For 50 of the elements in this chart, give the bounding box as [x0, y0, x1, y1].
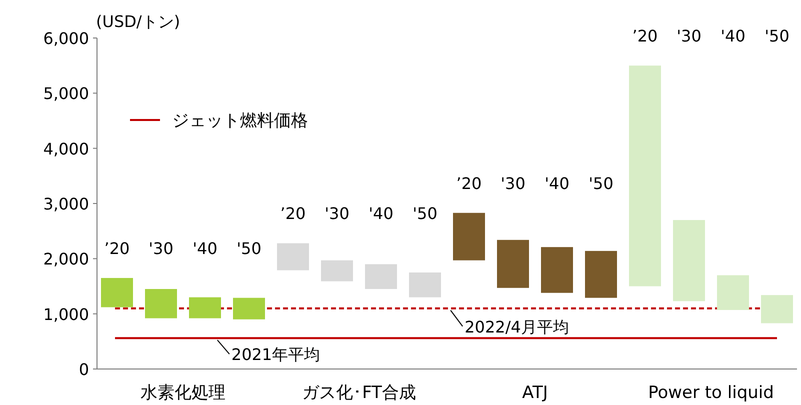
bar — [145, 289, 177, 318]
bar — [409, 272, 441, 298]
x-tick-label: '40 — [192, 238, 218, 258]
text: ATJ — [522, 383, 548, 403]
x-tick-label: '50 — [236, 238, 262, 258]
text: 水素化処理 — [140, 383, 226, 403]
y-tick-label: 2,000 — [43, 250, 89, 269]
bar — [321, 260, 353, 282]
y-tick-label: 3,000 — [43, 194, 89, 214]
y-tick-label: 0 — [78, 360, 89, 379]
bar — [453, 212, 485, 260]
x-tick-label: ’20 — [280, 204, 306, 224]
y-tick-label: 4,000 — [43, 139, 89, 158]
legend-title: ジェット燃料価格 — [172, 111, 308, 131]
ref-line-label: 2021年平均 — [216, 340, 320, 364]
bar — [365, 264, 397, 290]
bar — [761, 295, 793, 324]
x-tick-label: ’20 — [632, 26, 658, 46]
bar — [497, 240, 529, 288]
y-tick-label: 1,000 — [43, 304, 89, 324]
bar — [189, 297, 221, 318]
ref-line-label: 2022/4月平均 — [464, 317, 569, 336]
bar — [101, 278, 133, 308]
bar — [585, 250, 617, 298]
y-tick-label: 6,000 — [43, 29, 89, 48]
ref-line-label: 2021年平均 — [231, 345, 320, 364]
x-tick-label: '30 — [676, 26, 702, 46]
bar — [277, 243, 309, 270]
legend: ジェット燃料価格 — [130, 111, 308, 131]
x-tick-label: '40 — [720, 26, 746, 46]
bar — [233, 298, 265, 320]
x-tick-label: ’20 — [104, 238, 130, 258]
bar — [629, 66, 661, 286]
y-axis-title: (USD/トン) — [96, 12, 180, 31]
bar — [717, 275, 749, 310]
x-tick-label: '30 — [324, 204, 350, 224]
text: ガス化･FT合成 — [302, 383, 416, 403]
x-tick-label: '30 — [500, 174, 526, 193]
x-tick-label: '50 — [588, 174, 614, 193]
y-tick-label: 5,000 — [43, 84, 89, 104]
bar — [541, 247, 573, 293]
x-tick-label: '50 — [764, 26, 790, 46]
text: Power to liquid — [648, 383, 774, 403]
x-tick-label: '50 — [412, 204, 438, 224]
ref-line-label: 2022/4月平均 — [450, 310, 569, 336]
x-tick-label: ’20 — [456, 174, 482, 193]
x-tick-label: '30 — [148, 238, 174, 258]
x-tick-label: '40 — [544, 174, 570, 193]
bar — [673, 220, 705, 302]
x-tick-label: '40 — [368, 204, 394, 224]
